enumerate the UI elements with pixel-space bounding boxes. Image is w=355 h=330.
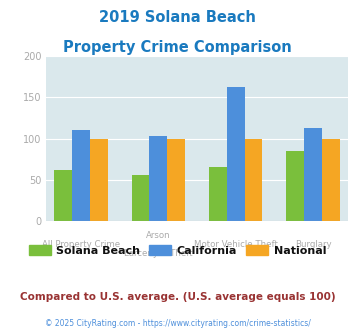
Bar bbox=[304, 128, 322, 221]
Bar bbox=[286, 151, 304, 221]
Bar bbox=[209, 167, 227, 221]
Text: 2019 Solana Beach: 2019 Solana Beach bbox=[99, 10, 256, 25]
Bar bbox=[227, 86, 245, 221]
Text: Arson: Arson bbox=[146, 231, 171, 240]
Bar bbox=[322, 139, 340, 221]
Text: Burglary: Burglary bbox=[295, 240, 332, 249]
Text: Compared to U.S. average. (U.S. average equals 100): Compared to U.S. average. (U.S. average … bbox=[20, 292, 335, 302]
Bar bbox=[90, 139, 108, 221]
Bar bbox=[167, 139, 185, 221]
Legend: Solana Beach, California, National: Solana Beach, California, National bbox=[24, 241, 331, 260]
Bar bbox=[72, 130, 90, 221]
Text: Property Crime Comparison: Property Crime Comparison bbox=[63, 40, 292, 54]
Text: Larceny & Theft: Larceny & Theft bbox=[124, 249, 193, 258]
Bar bbox=[149, 136, 167, 221]
Bar bbox=[54, 170, 72, 221]
Bar bbox=[132, 175, 149, 221]
Text: © 2025 CityRating.com - https://www.cityrating.com/crime-statistics/: © 2025 CityRating.com - https://www.city… bbox=[45, 319, 310, 328]
Text: All Property Crime: All Property Crime bbox=[42, 240, 120, 249]
Bar bbox=[245, 139, 262, 221]
Text: Motor Vehicle Theft: Motor Vehicle Theft bbox=[194, 240, 278, 249]
